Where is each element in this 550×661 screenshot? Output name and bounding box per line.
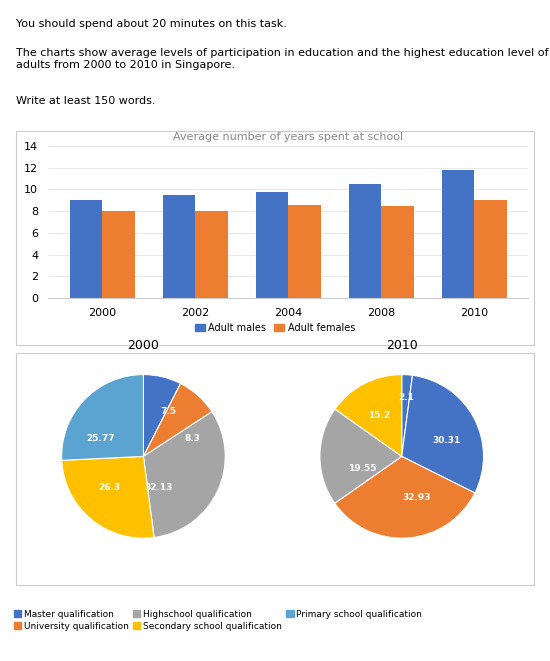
Bar — [163, 195, 195, 298]
Bar — [288, 204, 321, 298]
FancyBboxPatch shape — [16, 353, 534, 585]
Text: Write at least 150 words.: Write at least 150 words. — [16, 96, 156, 106]
Bar — [474, 200, 507, 298]
Bar — [102, 211, 135, 298]
Bar — [256, 192, 288, 298]
Wedge shape — [144, 412, 226, 537]
Text: 32.13: 32.13 — [144, 483, 172, 492]
Text: 32.93: 32.93 — [402, 493, 431, 502]
Text: 25.77: 25.77 — [86, 434, 115, 443]
Wedge shape — [144, 383, 212, 456]
Wedge shape — [335, 456, 475, 538]
Text: You should spend about 20 minutes on this task.: You should spend about 20 minutes on thi… — [16, 19, 287, 28]
Wedge shape — [335, 375, 402, 456]
Bar — [442, 170, 474, 298]
Title: 2000: 2000 — [128, 338, 160, 352]
Text: 7.5: 7.5 — [160, 407, 176, 416]
Title: 2010: 2010 — [386, 338, 417, 352]
Bar — [349, 184, 381, 298]
Text: 30.31: 30.31 — [433, 436, 461, 445]
Text: 26.3: 26.3 — [98, 483, 120, 492]
Wedge shape — [144, 375, 180, 456]
Wedge shape — [402, 375, 412, 456]
Wedge shape — [62, 456, 154, 538]
Bar — [70, 200, 102, 298]
Legend: Adult males, Adult females: Adult males, Adult females — [191, 319, 359, 337]
FancyBboxPatch shape — [16, 131, 534, 345]
Title: Average number of years spent at school: Average number of years spent at school — [173, 132, 403, 142]
Wedge shape — [402, 375, 483, 493]
Text: 8.3: 8.3 — [185, 434, 200, 443]
Legend: Master qualification, University qualification, Highschool qualification, Second: Master qualification, University qualifi… — [10, 606, 426, 634]
Bar — [381, 206, 414, 298]
Text: 2.1: 2.1 — [398, 393, 414, 402]
Wedge shape — [320, 409, 402, 503]
Bar — [195, 211, 228, 298]
Wedge shape — [62, 375, 144, 460]
Text: 19.55: 19.55 — [348, 464, 377, 473]
Text: 15.2: 15.2 — [368, 411, 390, 420]
Text: The charts show average levels of participation in education and the highest edu: The charts show average levels of partic… — [16, 48, 549, 70]
